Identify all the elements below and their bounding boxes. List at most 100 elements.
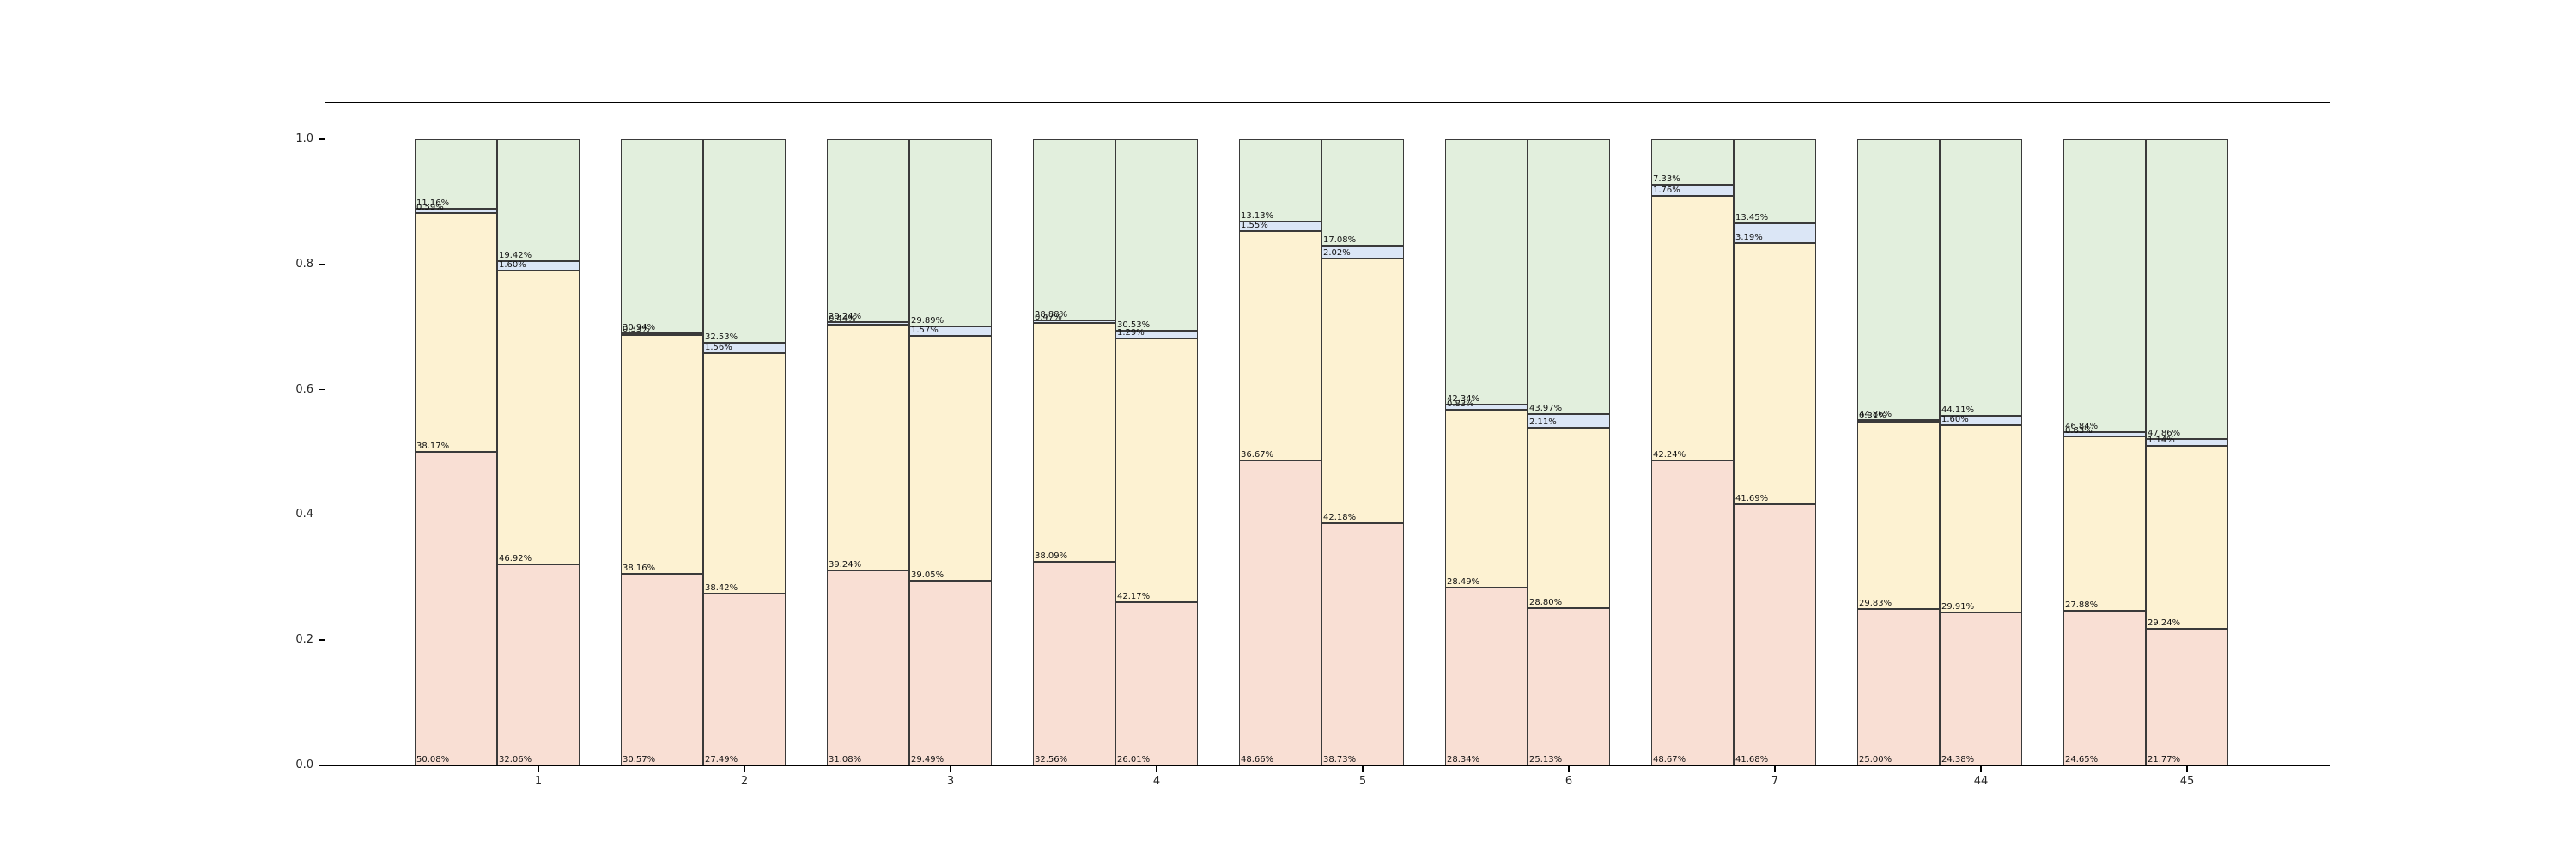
x-axis-tick-mark xyxy=(2186,765,2188,772)
bar-segment-label: 42.17% xyxy=(1117,592,1151,602)
bar-segment-label: 25.00% xyxy=(1859,755,1893,765)
x-axis-tick-mark xyxy=(1774,765,1776,772)
bar-segment-green xyxy=(497,139,580,261)
bar-segment-pink xyxy=(1239,460,1321,765)
bar-segment-pink xyxy=(2146,629,2228,765)
stacked-bar xyxy=(703,139,786,765)
bar-segment-green xyxy=(1734,138,1816,223)
bar-segment-label: 44.11% xyxy=(1941,405,1975,415)
bar-segment-yellow xyxy=(703,352,786,594)
bar-segment-green xyxy=(1940,139,2022,416)
bar-segment-blue xyxy=(1033,320,1115,323)
bar-segment-yellow xyxy=(1239,230,1321,461)
bar-segment-blue xyxy=(827,322,909,326)
x-axis-tick-label: 45 xyxy=(2179,775,2195,788)
y-axis-tick-label: 0.8 xyxy=(295,257,313,271)
bar-segment-label: 24.65% xyxy=(2065,755,2099,765)
x-axis-tick-mark xyxy=(950,765,951,772)
bar-segment-blue xyxy=(1528,414,1610,428)
bar-segment-blue xyxy=(1115,330,1198,338)
y-axis-tick-label: 0.6 xyxy=(295,382,313,396)
bar-segment-label: 28.88% xyxy=(1035,309,1068,320)
x-axis-tick-mark xyxy=(744,765,745,772)
bar-segment-label: 29.49% xyxy=(911,755,945,765)
bar-segment-green xyxy=(909,139,992,326)
bar-segment-pink xyxy=(703,593,786,765)
y-axis-tick-mark xyxy=(319,514,325,516)
y-axis-tick-mark xyxy=(319,138,325,140)
bar-segment-label: 28.80% xyxy=(1529,597,1563,607)
bar-segment-yellow xyxy=(1651,196,1734,461)
bar-segment-green xyxy=(1857,139,1940,421)
bar-segment-pink xyxy=(1321,522,1404,765)
bar-segment-label: 42.34% xyxy=(1447,393,1480,404)
bar-segment-pink xyxy=(621,574,703,765)
bar-segment-label: 30.57% xyxy=(623,755,656,765)
bar-segment-blue xyxy=(2063,432,2146,437)
bar-segment-label: 1.55% xyxy=(1241,220,1268,230)
x-axis-tick-label: 4 xyxy=(1152,775,1161,788)
x-axis-tick-mark xyxy=(538,765,539,772)
bar-segment-green xyxy=(1239,138,1321,222)
stacked-bar xyxy=(1239,138,1321,765)
bar-segment-label: 29.91% xyxy=(1941,602,1975,612)
bar-segment-label: 3.19% xyxy=(1735,233,1763,243)
bar-segment-blue xyxy=(1651,185,1734,197)
stacked-bar xyxy=(2063,139,2146,765)
bar-segment-label: 1.14% xyxy=(2148,436,2175,446)
bar-segment-label: 43.97% xyxy=(1529,404,1563,414)
bar-segment-yellow xyxy=(1857,422,1940,609)
bar-segment-yellow xyxy=(1445,409,1528,588)
bar-segment-label: 30.94% xyxy=(623,322,656,332)
bar-segment-label: 31.08% xyxy=(829,755,862,765)
bar-segment-yellow xyxy=(1033,322,1115,562)
bar-segment-label: 1.60% xyxy=(1941,415,1969,425)
y-axis-tick-mark xyxy=(319,264,325,265)
bar-segment-label: 32.56% xyxy=(1035,755,1068,765)
bar-segment-pink xyxy=(1033,561,1115,765)
bar-segment-label: 1.76% xyxy=(1653,186,1680,196)
stacked-bar xyxy=(621,139,703,765)
bar-segment-label: 41.68% xyxy=(1735,755,1769,765)
bar-segment-label: 39.24% xyxy=(829,560,862,570)
bar-segment-blue xyxy=(1321,246,1404,259)
bar-segment-label: 44.86% xyxy=(1859,410,1893,420)
bar-segment-label: 0.83% xyxy=(1447,399,1474,409)
stacked-bar xyxy=(1528,138,1610,765)
bar-segment-pink xyxy=(1528,607,1610,765)
bar-segment-label: 0.33% xyxy=(623,324,650,334)
y-axis-tick-label: 0.2 xyxy=(295,633,313,647)
bar-segment-green xyxy=(1115,139,1198,331)
x-axis-tick-mark xyxy=(1156,765,1157,772)
stacked-bar xyxy=(827,139,909,765)
bar-segment-label: 1.29% xyxy=(1117,327,1145,338)
bar-segment-label: 38.73% xyxy=(1323,755,1357,765)
bar-segment-blue xyxy=(1239,221,1321,231)
stacked-bar xyxy=(1115,139,1198,765)
bar-segment-label: 28.49% xyxy=(1447,577,1480,588)
bar-segment-label: 29.24% xyxy=(2148,618,2181,629)
bar-segment-pink xyxy=(1857,608,1940,765)
bar-segment-label: 26.01% xyxy=(1117,755,1151,765)
bar-segment-yellow xyxy=(1734,243,1816,505)
bar-segment-yellow xyxy=(1528,427,1610,608)
y-axis-tick-label: 0.0 xyxy=(295,758,313,771)
bar-segment-label: 13.45% xyxy=(1735,212,1769,222)
x-axis-tick-label: 44 xyxy=(1973,775,1989,788)
y-axis-tick-mark xyxy=(319,639,325,641)
bar-segment-pink xyxy=(497,564,580,765)
y-axis-tick-mark xyxy=(319,388,325,391)
bar-segment-label: 29.24% xyxy=(829,312,862,322)
bar-segment-label: 38.42% xyxy=(705,582,738,593)
stacked-bar xyxy=(1651,139,1734,765)
stacked-bar xyxy=(2146,138,2228,765)
bar-segment-label: 2.02% xyxy=(1323,248,1351,259)
bar-segment-green xyxy=(415,139,497,210)
bar-segment-pink xyxy=(1940,612,2022,765)
stacked-bar xyxy=(1940,139,2022,765)
bar-segment-yellow xyxy=(621,334,703,575)
bar-segment-blue xyxy=(415,209,497,213)
x-axis-tick-mark xyxy=(1980,765,1982,772)
bar-segment-yellow xyxy=(1321,259,1404,523)
stacked-bar xyxy=(1321,138,1404,765)
